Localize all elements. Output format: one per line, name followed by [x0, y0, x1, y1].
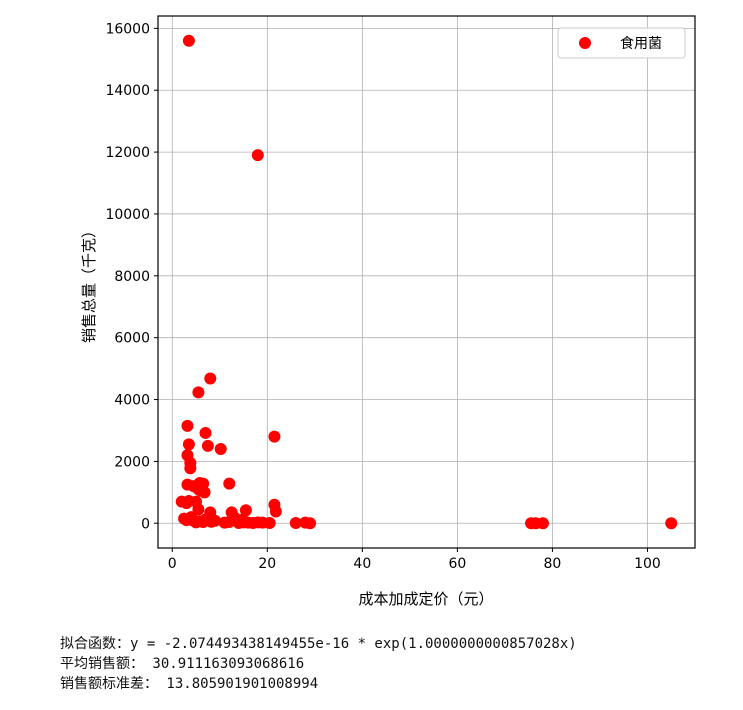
scatter-point [182, 438, 195, 451]
legend-box [557, 27, 686, 59]
y-tick-label: 12000 [105, 145, 150, 161]
x-tick-label: 60 [448, 556, 466, 572]
x-tick-label: 100 [634, 556, 661, 572]
scatter-point [209, 514, 222, 527]
scatter-point [181, 419, 194, 432]
x-tick-label: 0 [168, 556, 177, 572]
axis-ticks: 0 20 40 60 80 100 0 2000 4000 6000 8000 10000 12000 1… [105, 21, 660, 572]
legend-label: 食用菌 [620, 35, 662, 52]
scatter-point [268, 430, 281, 443]
y-tick-label: 0 [141, 516, 150, 532]
y-tick-label: 6000 [114, 331, 150, 347]
x-tick-label: 80 [544, 556, 562, 572]
mean-sales-text: 平均销售额： 30.911163093068616 [60, 656, 305, 672]
scatter-point [214, 443, 227, 456]
scatter-point [201, 439, 214, 452]
scatter-point [289, 516, 302, 529]
plot-frame [157, 15, 696, 549]
scatter-point [192, 386, 205, 399]
y-tick-label: 8000 [114, 269, 150, 285]
scatter-point [239, 504, 252, 517]
y-tick-label: 16000 [105, 21, 150, 37]
scatter-point [184, 462, 197, 475]
fit-function-text: 拟合函数：y = -2.074493438149455e-16 * exp(1.… [60, 636, 577, 652]
y-axis-label: 销售总量（千克） [80, 223, 98, 343]
scatter-chart: 0 20 40 60 80 100 0 2000 4000 6000 8000 10000 12000 1… [80, 15, 696, 608]
scatter-point [199, 426, 212, 439]
y-tick-label: 14000 [105, 83, 150, 99]
scatter-point [665, 517, 678, 530]
scatter-points [175, 34, 678, 530]
scatter-point [198, 486, 211, 499]
y-tick-label: 4000 [114, 393, 150, 409]
scatter-point [192, 503, 205, 516]
sales-std-text: 销售额标准差： 13.805901901008994 [60, 676, 319, 692]
scatter-point [182, 34, 195, 47]
scatter-point [251, 149, 264, 162]
scatter-point [223, 477, 236, 490]
legend-marker [579, 37, 591, 49]
y-tick-label: 10000 [105, 207, 150, 223]
legend: 食用菌 [557, 27, 686, 59]
x-axis-label: 成本加成定价（元） [358, 590, 493, 608]
y-tick-label: 2000 [114, 454, 150, 470]
x-tick-label: 20 [258, 556, 276, 572]
scatter-point [536, 517, 549, 530]
scatter-point [304, 517, 317, 530]
x-tick-label: 40 [353, 556, 371, 572]
scatter-point [204, 372, 217, 385]
scatter-point [263, 516, 276, 529]
scatter-point [269, 505, 282, 518]
grid [158, 16, 695, 548]
console-output: 拟合函数：y = -2.074493438149455e-16 * exp(1.… [60, 634, 577, 694]
